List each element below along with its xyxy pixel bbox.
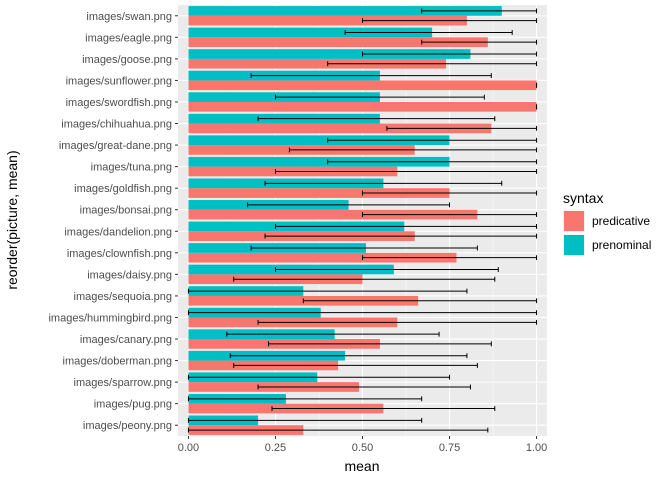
y-tick-label: images/sunflower.png (66, 75, 172, 87)
bar-prenominal-2 (188, 49, 471, 59)
errorbar-prenominal-1 (344, 30, 513, 35)
errorbar-prenominal-18 (187, 396, 423, 402)
bar-prenominal-0 (188, 6, 502, 16)
y-tick-label: images/goose.png (82, 54, 172, 66)
errorbar-predicative-1 (421, 39, 538, 45)
errorbar-prenominal-14 (187, 310, 538, 316)
errorbar-predicative-7 (274, 169, 538, 174)
legend-label-prenominal: prenominal (592, 238, 651, 252)
errorbar-predicative-14 (257, 319, 538, 325)
legend-title: syntax (563, 190, 603, 206)
y-tick-label: images/sequoia.png (74, 291, 172, 303)
bar-prenominal-6 (188, 135, 450, 146)
y-tick-label: images/eagle.png (85, 32, 172, 44)
y-tick-label: images/clownfish.png (67, 248, 172, 260)
bar-prenominal-1 (188, 27, 433, 38)
legend-items: predicative prenominal (563, 210, 651, 256)
bar-predicative-11 (188, 252, 457, 263)
bar-predicative-2 (188, 58, 447, 69)
bar-predicative-0 (188, 15, 467, 26)
y-tick-label: images/swan.png (86, 11, 172, 23)
errorbar-prenominal-7 (327, 159, 538, 165)
errorbar-predicative-9 (362, 212, 538, 217)
legend: syntax predicative prenominal (563, 190, 651, 256)
errorbar-predicative-5 (386, 125, 538, 131)
y-tick-label: images/sparrow.png (74, 377, 172, 389)
errorbar-prenominal-0 (421, 8, 538, 14)
x-tick-label: 0.50 (352, 442, 373, 454)
errorbar-prenominal-17 (187, 374, 451, 380)
errorbar-predicative-10 (264, 233, 538, 239)
errorbar-prenominal-3 (250, 73, 492, 79)
errorbar-predicative-16 (233, 362, 478, 368)
x-tick-label: 0.75 (439, 442, 460, 454)
errorbar-predicative-13 (302, 298, 538, 304)
y-tick-label: images/tuna.png (91, 162, 172, 174)
y-axis-ticks: images/swan.png images/eagle.png images/go… (48, 11, 178, 432)
errorbar-predicative-6 (288, 147, 538, 153)
errorbar-predicative-18 (271, 406, 496, 411)
errorbar-predicative-12 (233, 276, 496, 282)
bar-predicative-9 (188, 209, 478, 220)
y-tick-label: images/pug.png (94, 399, 172, 411)
errorbar-prenominal-6 (327, 137, 538, 143)
error-bars (187, 8, 538, 433)
y-tick-label: images/dandelion.png (64, 226, 172, 238)
y-tick-label: images/swordfish.png (66, 97, 172, 109)
errorbar-predicative-2 (327, 61, 538, 67)
errorbar-prenominal-2 (362, 51, 538, 57)
errorbar-predicative-8 (362, 190, 538, 196)
bar-predicative-8 (188, 188, 450, 198)
errorbar-prenominal-13 (187, 288, 468, 294)
legend-key-prenominal (564, 235, 584, 255)
errorbar-predicative-19 (187, 427, 489, 433)
x-tick-label: 1.00 (526, 442, 547, 454)
bar-prenominal-7 (188, 156, 450, 167)
legend-label-predicative: predicative (592, 214, 650, 228)
y-tick-label: images/doberman.png (63, 356, 172, 368)
bar-predicative-5 (188, 123, 492, 134)
bar-predicative-1 (188, 37, 488, 48)
bar-predicative-4 (188, 101, 537, 112)
errorbar-prenominal-19 (187, 417, 423, 423)
y-tick-label: images/chihuahua.png (61, 119, 172, 131)
errorbar-prenominal-8 (264, 180, 503, 186)
errorbar-predicative-17 (257, 384, 471, 390)
y-tick-label: images/canary.png (80, 334, 172, 346)
y-axis-title: reorder(picture, mean) (4, 150, 20, 289)
y-tick-label: images/peony.png (83, 420, 172, 432)
x-axis-ticks: 0.00 0.25 0.50 0.75 1.00 (178, 436, 547, 454)
y-tick-label: images/great-dane.png (59, 140, 172, 152)
y-tick-label: images/daisy.png (87, 269, 172, 281)
y-tick-label: images/bonsai.png (80, 205, 172, 217)
errorbar-prenominal-10 (274, 224, 538, 229)
x-tick-label: 0.25 (265, 442, 286, 454)
y-tick-label: images/hummingbird.png (48, 312, 172, 324)
errorbar-prenominal-9 (247, 202, 451, 208)
errorbar-prenominal-5 (257, 116, 496, 122)
errorbar-prenominal-16 (229, 353, 468, 359)
y-tick-label: images/goldfish.png (74, 183, 172, 195)
errorbar-predicative-11 (362, 255, 538, 261)
errorbar-predicative-0 (362, 18, 538, 24)
errorbar-prenominal-15 (226, 331, 440, 337)
errorbar-prenominal-4 (274, 94, 485, 100)
x-tick-label: 0.00 (178, 442, 199, 454)
errorbar-predicative-15 (268, 341, 492, 347)
legend-key-predicative (564, 211, 584, 231)
errorbar-prenominal-11 (250, 245, 478, 251)
x-axis-title: mean (344, 458, 379, 474)
bar-predicative-3 (188, 80, 537, 91)
errorbar-prenominal-12 (274, 267, 499, 272)
